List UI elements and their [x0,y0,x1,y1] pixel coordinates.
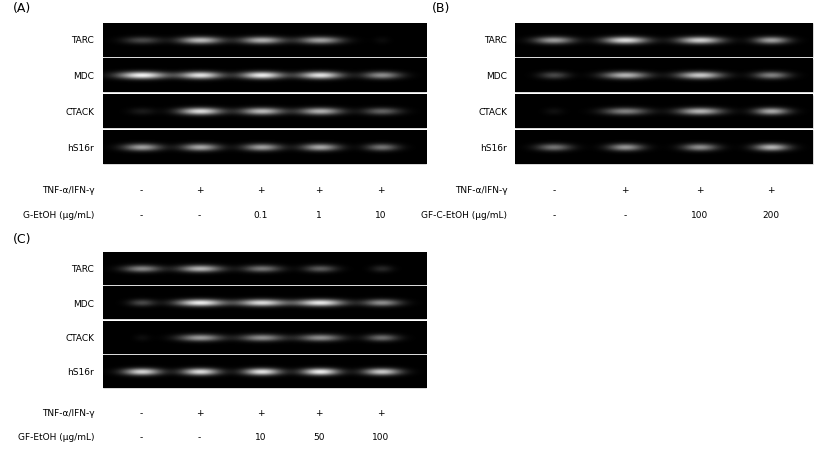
Text: (B): (B) [432,2,450,15]
Bar [103,287,425,320]
Text: hS16r: hS16r [67,368,95,377]
Text: MDC: MDC [486,72,507,81]
Text: (C): (C) [12,232,31,245]
Bar [515,131,813,165]
Text: +: + [696,185,704,194]
Text: MDC: MDC [73,299,95,308]
Bar [103,60,425,93]
Text: +: + [258,185,265,194]
Text: -: - [198,211,202,220]
Text: TARC: TARC [72,265,95,274]
Text: +: + [767,185,775,194]
Text: TARC: TARC [72,37,95,45]
Text: TARC: TARC [485,37,507,45]
Bar [103,356,425,388]
Text: 10: 10 [255,432,267,441]
Text: +: + [315,185,323,194]
Bar [103,131,425,165]
Text: -: - [624,211,627,220]
Text: GF-EtOH (μg/mL): GF-EtOH (μg/mL) [18,432,95,441]
Text: +: + [196,185,203,194]
Text: TNF-α/IFN-γ: TNF-α/IFN-γ [42,408,95,417]
Text: MDC: MDC [73,72,95,81]
Text: TNF-α/IFN-γ: TNF-α/IFN-γ [454,185,507,194]
Text: TNF-α/IFN-γ: TNF-α/IFN-γ [42,185,95,194]
Text: 100: 100 [691,211,709,220]
Text: -: - [552,211,556,220]
Text: +: + [377,408,384,417]
Text: 0.1: 0.1 [253,211,268,220]
Text: +: + [377,185,384,194]
Text: 1: 1 [316,211,322,220]
Text: 50: 50 [314,432,325,441]
Text: -: - [140,185,143,194]
Bar [103,253,425,285]
Text: hS16r: hS16r [67,143,95,152]
Text: 10: 10 [374,211,386,220]
Text: -: - [552,185,556,194]
Text: GF-C-EtOH (μg/mL): GF-C-EtOH (μg/mL) [421,211,507,220]
Text: CTACK: CTACK [65,108,95,117]
Bar [515,24,813,58]
Text: hS16r: hS16r [481,143,507,152]
Text: +: + [315,408,323,417]
Bar [103,322,425,354]
Text: G-EtOH (μg/mL): G-EtOH (μg/mL) [23,211,95,220]
Text: +: + [621,185,629,194]
Text: CTACK: CTACK [65,333,95,342]
Text: -: - [140,432,143,441]
Bar [515,96,813,129]
Bar [103,96,425,129]
Text: -: - [198,432,202,441]
Text: -: - [140,211,143,220]
Text: (A): (A) [12,2,30,15]
Text: +: + [196,408,203,417]
Text: +: + [258,408,265,417]
Text: 100: 100 [372,432,389,441]
Text: 200: 200 [763,211,779,220]
Text: CTACK: CTACK [478,108,507,117]
Bar [515,60,813,93]
Text: -: - [140,408,143,417]
Bar [103,24,425,58]
